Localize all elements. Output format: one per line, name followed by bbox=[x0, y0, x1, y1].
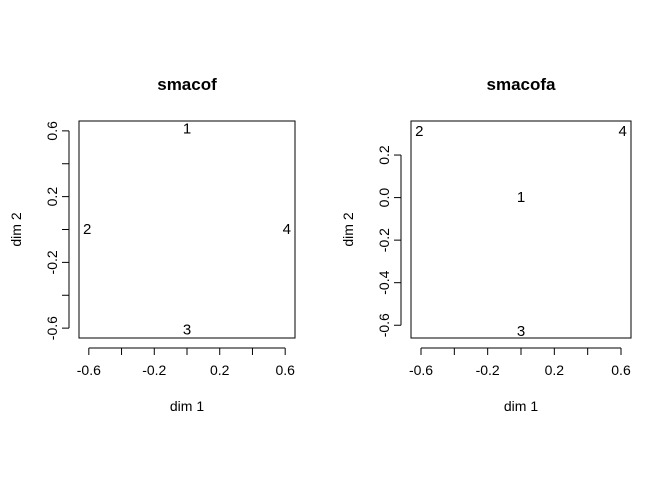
chart1-x-axis-label: dim 1 bbox=[170, 398, 204, 414]
chart1-point-3: 3 bbox=[183, 321, 191, 338]
chart1-plot-frame bbox=[78, 120, 296, 339]
chart1-panel: smacof -0.6 -0.2 0.2 0.6 dim 1 -0.6 -0.2 0.2 0.6 d… bbox=[8, 75, 296, 414]
chart1-x-tick-label: -0.2 bbox=[142, 362, 166, 378]
chart1-y-tick-label: 0.2 bbox=[44, 187, 60, 207]
chart1-point-4: 4 bbox=[283, 221, 291, 238]
chart2-point-4: 4 bbox=[618, 123, 626, 140]
chart1-y-tick-label: -0.6 bbox=[44, 316, 60, 340]
chart1-title: smacof bbox=[157, 75, 217, 94]
chart1-x-tick-label: -0.6 bbox=[77, 362, 101, 378]
chart2-y-tick-label: -0.6 bbox=[376, 313, 392, 337]
chart2-x-tick-label: 0.2 bbox=[545, 362, 565, 378]
chart1-y-tick-label: 0.6 bbox=[44, 121, 60, 141]
chart1-x-tick-label: 0.6 bbox=[275, 362, 295, 378]
chart2-plot-frame bbox=[410, 120, 632, 339]
chart2-x-tick-label: 0.6 bbox=[611, 362, 631, 378]
chart2-x-axis-label: dim 1 bbox=[504, 398, 538, 414]
chart1-y-tick-label: -0.2 bbox=[44, 250, 60, 274]
chart2-y-tick-label: -0.2 bbox=[376, 228, 392, 252]
chart2-y-tick-label: 0.0 bbox=[376, 188, 392, 208]
chart1-y-axis-label: dim 2 bbox=[8, 212, 24, 246]
chart2-x-tick-label: -0.2 bbox=[476, 362, 500, 378]
chart2-y-tick-label: 0.2 bbox=[376, 145, 392, 165]
chart2-y-axis-label: dim 2 bbox=[340, 212, 356, 246]
chart1-point-1: 1 bbox=[183, 121, 191, 138]
chart2-point-1: 1 bbox=[517, 189, 525, 206]
chart2-x-tick-label: -0.6 bbox=[409, 362, 433, 378]
chart1-point-2: 2 bbox=[83, 221, 91, 238]
chart2-point-3: 3 bbox=[517, 323, 525, 340]
chart1-x-tick-label: 0.2 bbox=[210, 362, 230, 378]
chart2-y-tick-label: -0.4 bbox=[376, 270, 392, 294]
chart2-point-2: 2 bbox=[415, 123, 423, 140]
chart2-title: smacofa bbox=[487, 75, 557, 94]
chart2-panel: smacofa -0.6 -0.2 0.2 0.6 dim 1 -0.6 -0.4 -0.2 0.… bbox=[340, 75, 632, 414]
